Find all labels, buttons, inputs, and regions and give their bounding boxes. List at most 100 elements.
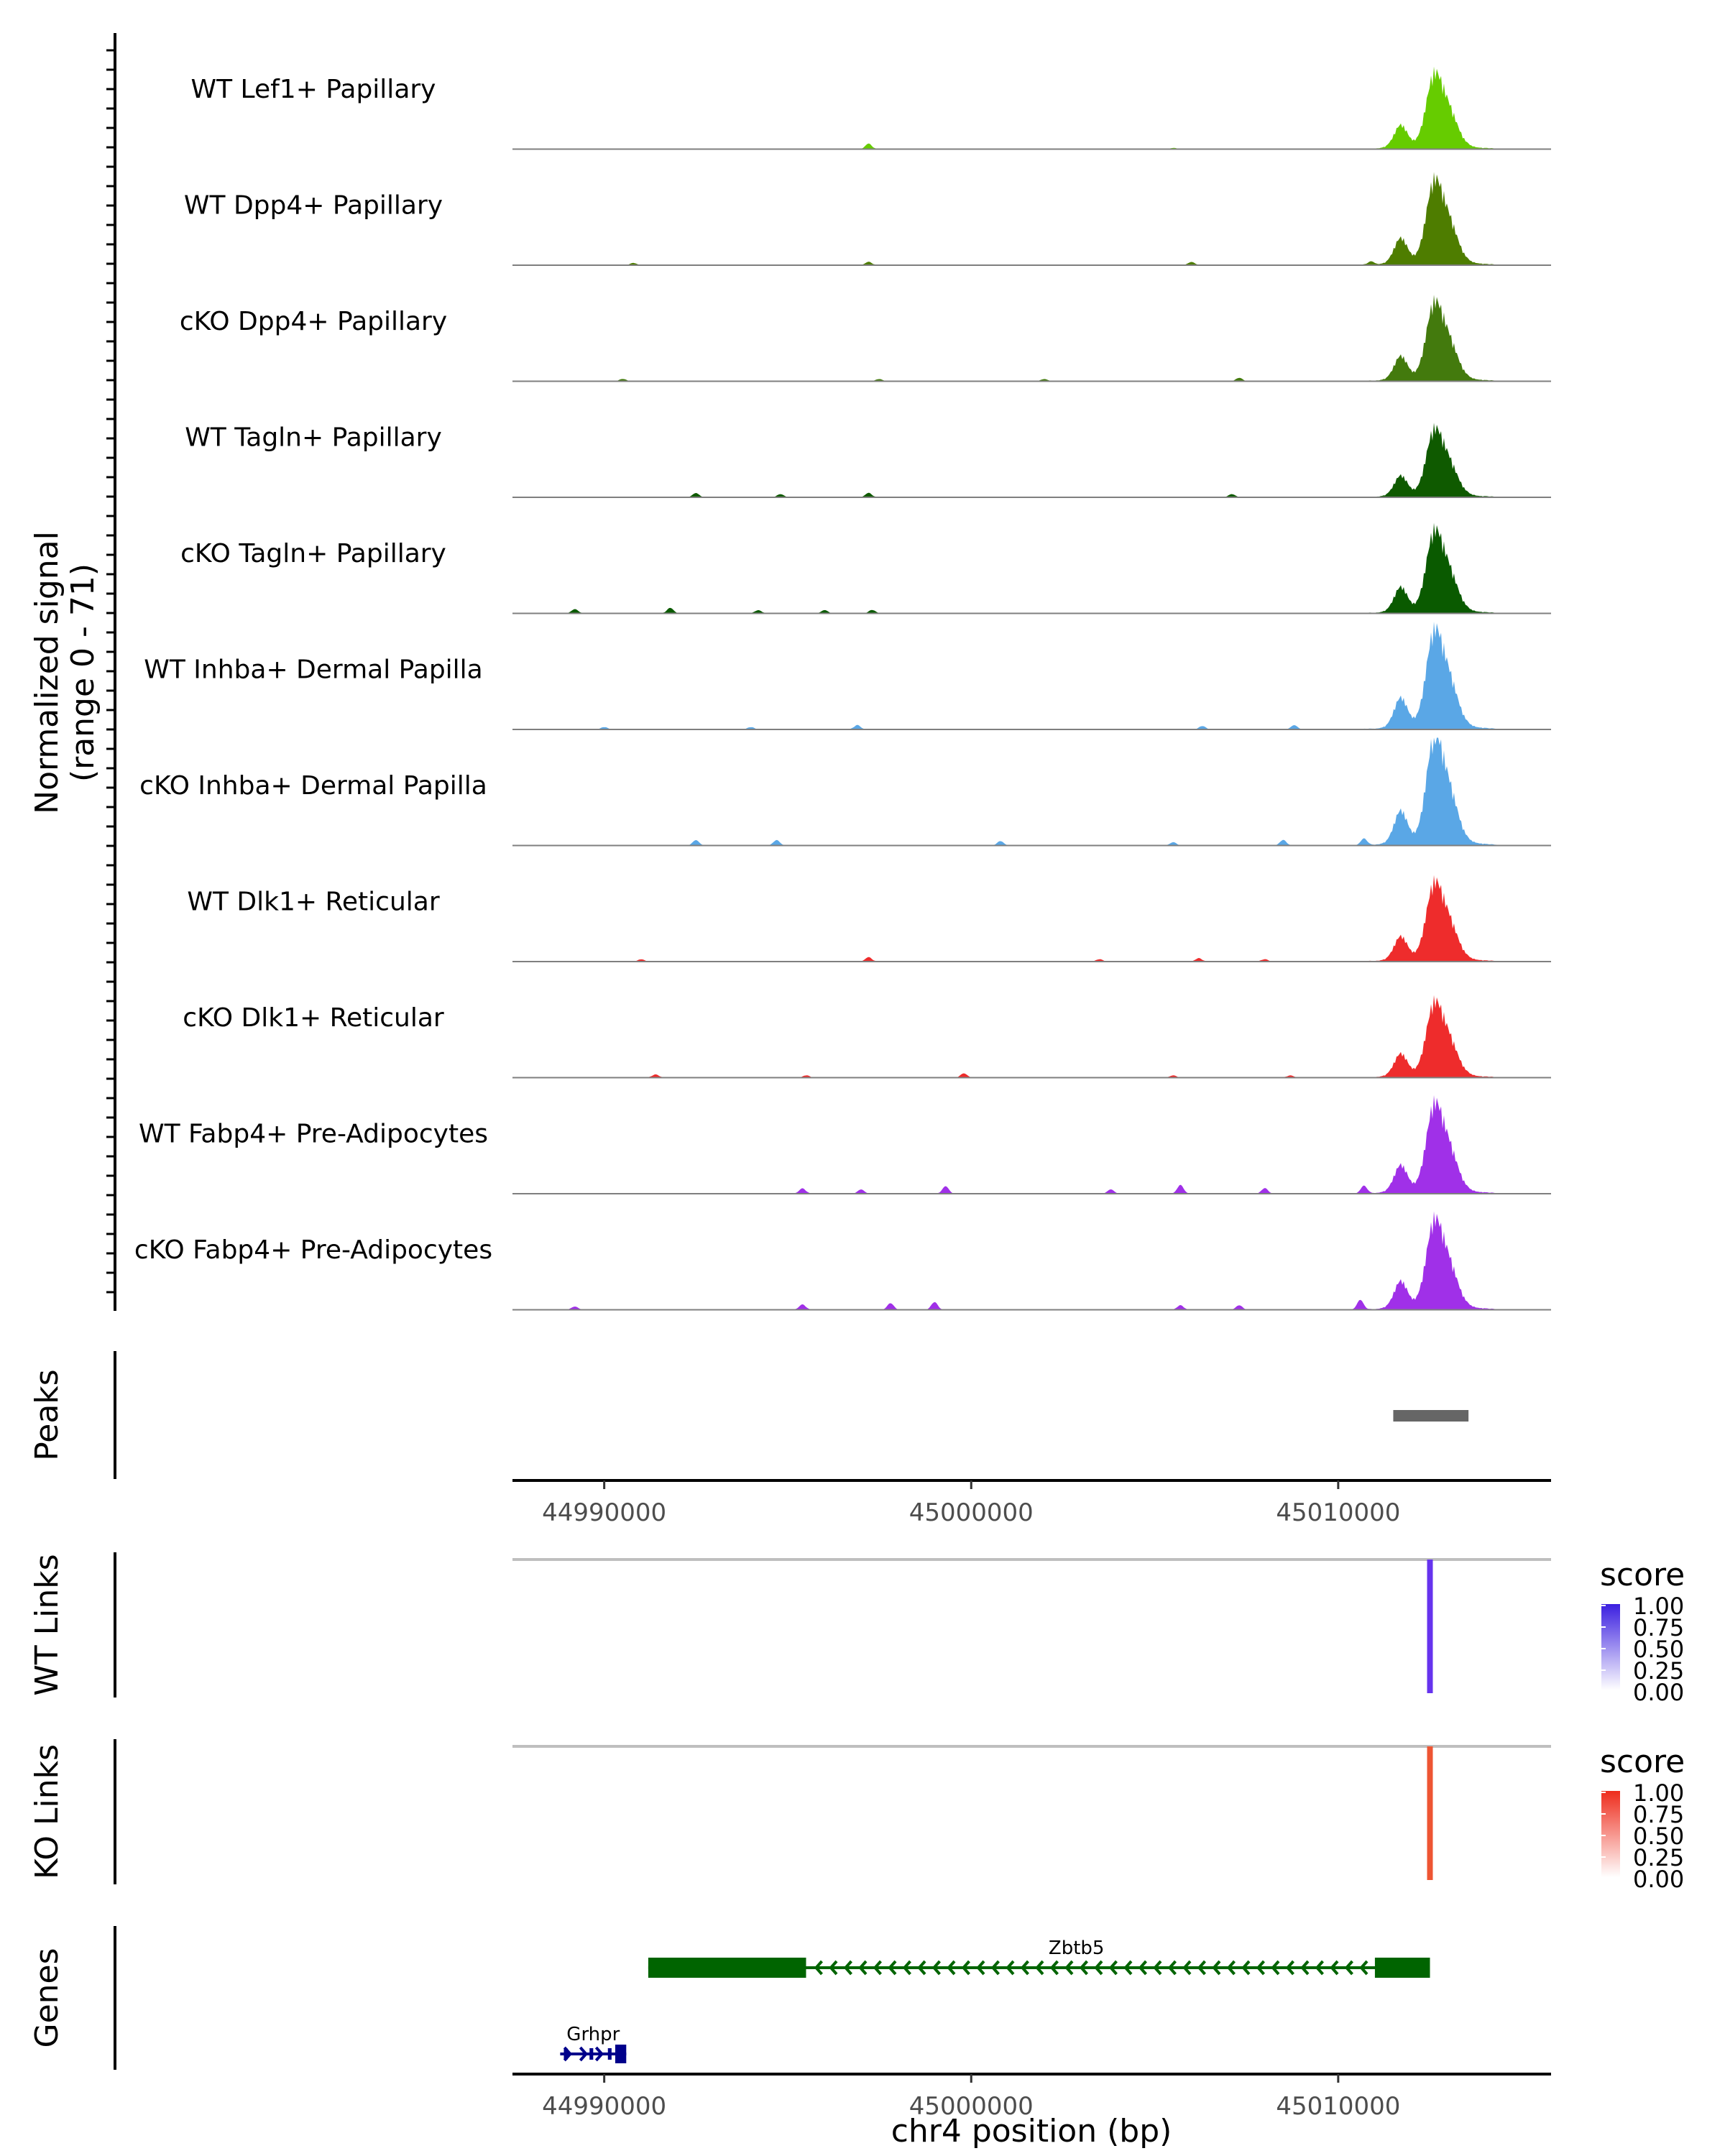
- track-signal-area: [512, 423, 1551, 497]
- x-axis-top: 44990000 45000000 45010000: [512, 1479, 1551, 1527]
- strand-arrow: [1079, 1960, 1088, 1976]
- track-label: cKO Inhba+ Dermal Papilla: [139, 771, 487, 801]
- track-label: WT Fabp4+ Pre-Adipocytes: [139, 1120, 488, 1149]
- x-tick-label: 45000000: [909, 1498, 1034, 1527]
- gene-exon: [564, 2048, 568, 2060]
- legend-tick-label: 1.00: [1633, 1593, 1684, 1620]
- track-signal-area: [512, 995, 1551, 1078]
- signal-track: WT Fabp4+ Pre-Adipocytes: [139, 1095, 1551, 1194]
- track-label: WT Dlk1+ Reticular: [187, 888, 439, 917]
- track-signal-area: [512, 1095, 1551, 1194]
- legend-tick-label: 0.25: [1633, 1657, 1684, 1685]
- track-signal-area: [512, 622, 1551, 729]
- genes-panel: Genes Zbtb5 Grhpr: [29, 1926, 1430, 2070]
- strand-arrow: [917, 1960, 926, 1976]
- strand-arrow: [1035, 1960, 1044, 1976]
- strand-arrow: [858, 1960, 868, 1976]
- track-signal-area: [512, 875, 1551, 962]
- strand-arrow: [1197, 1960, 1206, 1976]
- track-signal-area: [512, 522, 1551, 614]
- strand-arrow: [1153, 1960, 1162, 1976]
- strand-arrow: [873, 1960, 882, 1976]
- signal-track: WT Tagln+ Papillary: [185, 423, 1551, 498]
- track-label: WT Dpp4+ Papillary: [184, 191, 443, 221]
- strand-arrow: [1300, 1960, 1310, 1976]
- gene-exon: [615, 2045, 627, 2063]
- peak-bars: [1393, 1410, 1469, 1422]
- wt-legend-title: score: [1600, 1557, 1685, 1593]
- track-label: WT Inhba+ Dermal Papilla: [144, 655, 482, 685]
- gene-exon: [607, 2048, 612, 2060]
- strand-arrow: [1330, 1960, 1339, 1976]
- strand-arrow: [1064, 1960, 1074, 1976]
- peaks-label: Peaks: [29, 1369, 65, 1460]
- strand-arrow: [947, 1960, 956, 1976]
- x-tick-label: 44990000: [542, 2092, 666, 2121]
- ko-score-legend: score 1.000.750.500.250.00: [1600, 1743, 1685, 1893]
- gene-grhpr: Grhpr: [560, 2024, 627, 2063]
- track-label: cKO Fabp4+ Pre-Adipocytes: [134, 1235, 492, 1265]
- gene-zbtb5: Zbtb5: [648, 1938, 1430, 1978]
- legend-tick-label: 0.75: [1633, 1614, 1684, 1641]
- wt-legend-colorbar: [1601, 1604, 1620, 1690]
- strand-arrow: [1256, 1960, 1265, 1976]
- signal-y-label: Normalized signal: [29, 531, 65, 814]
- strand-arrow: [1344, 1960, 1353, 1976]
- strand-arrow: [1167, 1960, 1177, 1976]
- signal-y-ticks: [106, 49, 115, 1294]
- genes-label: Genes: [29, 1948, 65, 2047]
- x-tick-label: 44990000: [542, 1498, 666, 1527]
- legend-tick-label: 0.25: [1633, 1844, 1684, 1871]
- strand-arrow: [1285, 1960, 1294, 1976]
- gene-exon: [648, 1958, 806, 1978]
- signal-track: WT Lef1+ Papillary: [191, 66, 1551, 150]
- wt-links-panel: WT Links: [29, 1552, 1551, 1697]
- strand-arrow: [902, 1960, 911, 1976]
- wt-link-arc: [1427, 1560, 1433, 1693]
- track-signal-area: [512, 66, 1551, 149]
- track-label: cKO Dlk1+ Reticular: [183, 1003, 444, 1033]
- track-label: cKO Tagln+ Papillary: [180, 539, 446, 568]
- peak-interval: [1393, 1410, 1469, 1422]
- ko-links-label: KO Links: [29, 1744, 65, 1879]
- track-signal-area: [512, 172, 1551, 265]
- x-tick-label: 45010000: [1276, 1498, 1400, 1527]
- strand-arrow: [888, 1960, 897, 1976]
- strand-arrow: [814, 1960, 823, 1976]
- strand-arrow: [829, 1960, 838, 1976]
- legend-tick-label: 0.00: [1633, 1679, 1684, 1706]
- strand-arrow: [1212, 1960, 1221, 1976]
- signal-track: cKO Fabp4+ Pre-Adipocytes: [134, 1211, 1551, 1311]
- legend-tick-label: 0.75: [1633, 1801, 1684, 1828]
- ko-links-panel: KO Links: [29, 1739, 1551, 1884]
- strand-arrow: [1020, 1960, 1029, 1976]
- wt-links-label: WT Links: [29, 1554, 65, 1695]
- track-label: cKO Dpp4+ Papillary: [180, 307, 447, 336]
- x-axis-title: chr4 position (bp): [891, 2113, 1172, 2150]
- legend-tick-label: 0.50: [1633, 1636, 1684, 1663]
- strand-arrow: [990, 1960, 1000, 1976]
- strand-arrow: [932, 1960, 941, 1976]
- ko-legend-title: score: [1600, 1743, 1685, 1780]
- signal-tracks: WT Lef1+ Papillary WT Dpp4+ Papillary cKO …: [134, 66, 1551, 1311]
- ko-legend-colorbar: [1601, 1791, 1620, 1877]
- legend-tick-label: 1.00: [1633, 1779, 1684, 1807]
- strand-arrow: [1094, 1960, 1103, 1976]
- signal-track: cKO Dpp4+ Papillary: [180, 295, 1551, 382]
- strand-arrow: [976, 1960, 985, 1976]
- strand-arrow: [1271, 1960, 1280, 1976]
- strand-arrow: [961, 1960, 970, 1976]
- track-signal-area: [512, 737, 1551, 846]
- track-label: WT Tagln+ Papillary: [185, 423, 442, 453]
- strand-arrow: [1241, 1960, 1251, 1976]
- signal-track: cKO Inhba+ Dermal Papilla: [139, 737, 1551, 847]
- strand-arrow: [1138, 1960, 1147, 1976]
- signal-y-range-label: (range 0 - 71): [65, 563, 101, 782]
- track-label: WT Lef1+ Papillary: [191, 75, 436, 104]
- track-signal-area: [512, 295, 1551, 382]
- strand-arrow: [1182, 1960, 1192, 1976]
- legend-tick-label: 0.00: [1633, 1866, 1684, 1893]
- ko-link-arc: [1427, 1746, 1433, 1880]
- legend-tick-label: 0.50: [1633, 1823, 1684, 1850]
